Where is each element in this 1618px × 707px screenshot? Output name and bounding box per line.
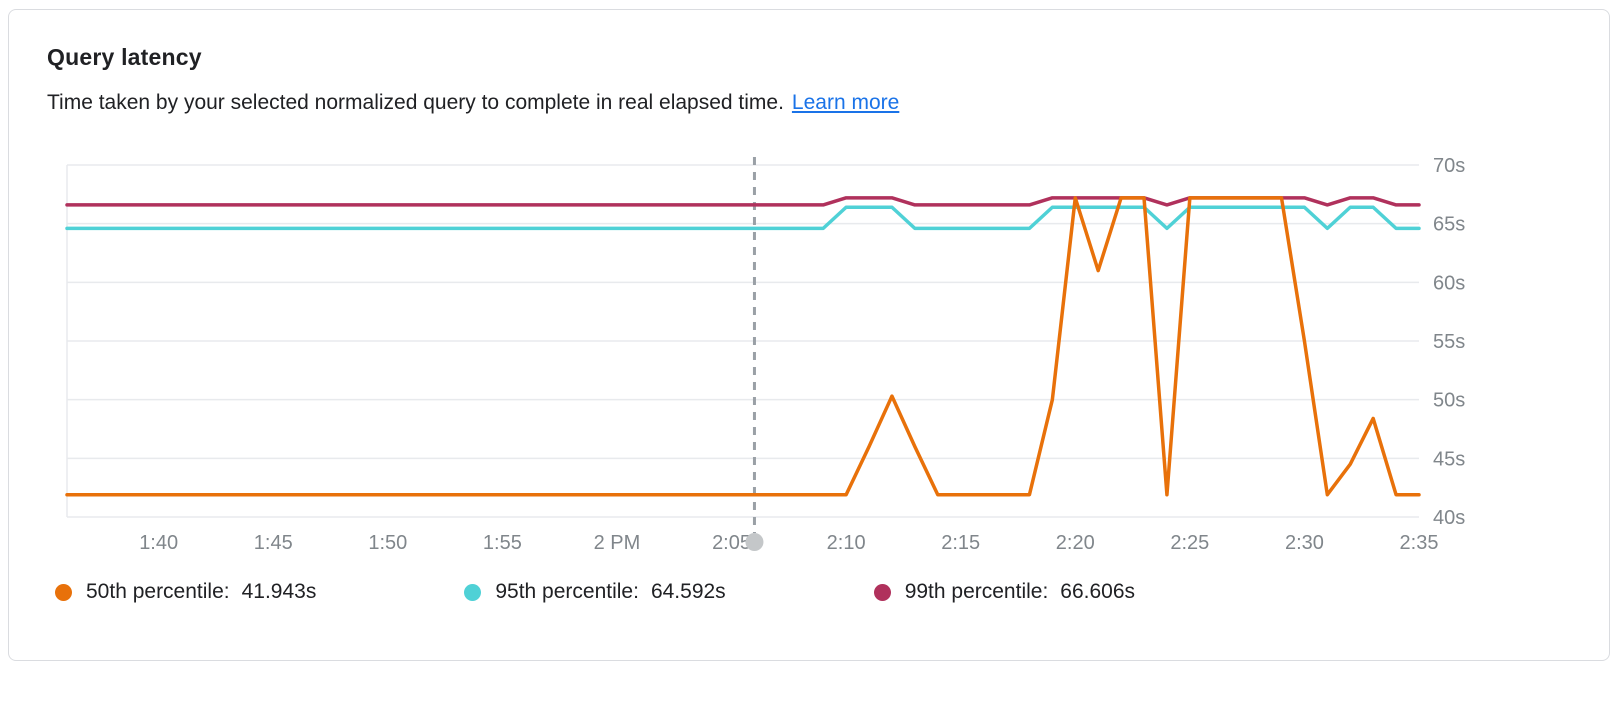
time-scrubber-handle[interactable] xyxy=(745,533,764,551)
legend-item-50th-percentile: 50th percentile: 41.943s xyxy=(55,580,316,604)
x-axis-label: 2:10 xyxy=(827,532,866,554)
x-axis-label: 2:25 xyxy=(1170,532,1209,554)
y-axis-label: 55s xyxy=(1433,331,1465,353)
learn-more-link[interactable]: Learn more xyxy=(791,91,900,114)
x-axis-label: 2:05 xyxy=(712,532,751,554)
legend-value-50th-percentile: 41.943s xyxy=(241,580,317,603)
latency-chart-plot: 70s 65s 60s 55s 50s 45s 40s 1:40 1:45 1:50 1:55 2 P… xyxy=(65,155,1465,554)
x-axis-label: 2:30 xyxy=(1285,532,1324,554)
y-axis-label: 60s xyxy=(1433,272,1465,294)
x-axis-label: 1:55 xyxy=(483,532,522,554)
legend-label-99th-percentile: 99th percentile: xyxy=(904,580,1049,603)
query-latency-card: Query latency Time taken by your selecte… xyxy=(8,9,1610,661)
y-axis-label: 70s xyxy=(1433,155,1465,177)
legend-label-50th-percentile: 50th percentile: xyxy=(86,580,230,603)
y-axis-label: 65s xyxy=(1433,214,1465,236)
legend-dot-99th-percentile xyxy=(873,583,891,601)
chart-description-text: Time taken by your selected normalized q… xyxy=(47,91,784,114)
x-axis-label: 2:35 xyxy=(1400,532,1439,554)
series-line-95th-percentile xyxy=(65,205,1421,231)
legend-value-99th-percentile: 66.606s xyxy=(1060,580,1136,603)
series-line-50th-percentile xyxy=(65,196,1421,497)
x-axis-label: 2 PM xyxy=(594,532,641,554)
page-title: Query latency xyxy=(47,44,202,70)
legend-dot-95th-percentile xyxy=(464,583,482,601)
latency-chart: 70s 65s 60s 55s 50s 45s 40s 1:40 1:45 1:50 1:55 2 P… xyxy=(61,143,1571,564)
legend-item-99th-percentile: 99th percentile: 66.606s xyxy=(873,580,1136,604)
legend-value-95th-percentile: 64.592s xyxy=(650,580,726,603)
legend-label-95th-percentile: 95th percentile: xyxy=(495,580,639,603)
x-axis-label: 2:15 xyxy=(941,532,980,554)
legend-dot-50th-percentile xyxy=(55,583,72,601)
chart-description: Time taken by your selected normalized q… xyxy=(47,91,1571,115)
y-axis-label: 45s xyxy=(1433,448,1465,470)
x-axis-label: 1:40 xyxy=(139,532,178,554)
x-axis-label: 2:20 xyxy=(1056,532,1095,554)
y-axis-label: 40s xyxy=(1433,507,1465,529)
x-axis-label: 1:45 xyxy=(254,532,293,554)
legend-item-95th-percentile: 95th percentile: 64.592s xyxy=(464,580,726,604)
y-axis-label: 50s xyxy=(1433,390,1465,412)
x-axis-label: 1:50 xyxy=(368,532,407,554)
chart-legend: 50th percentile: 41.943s 95th percentile… xyxy=(55,580,1571,604)
